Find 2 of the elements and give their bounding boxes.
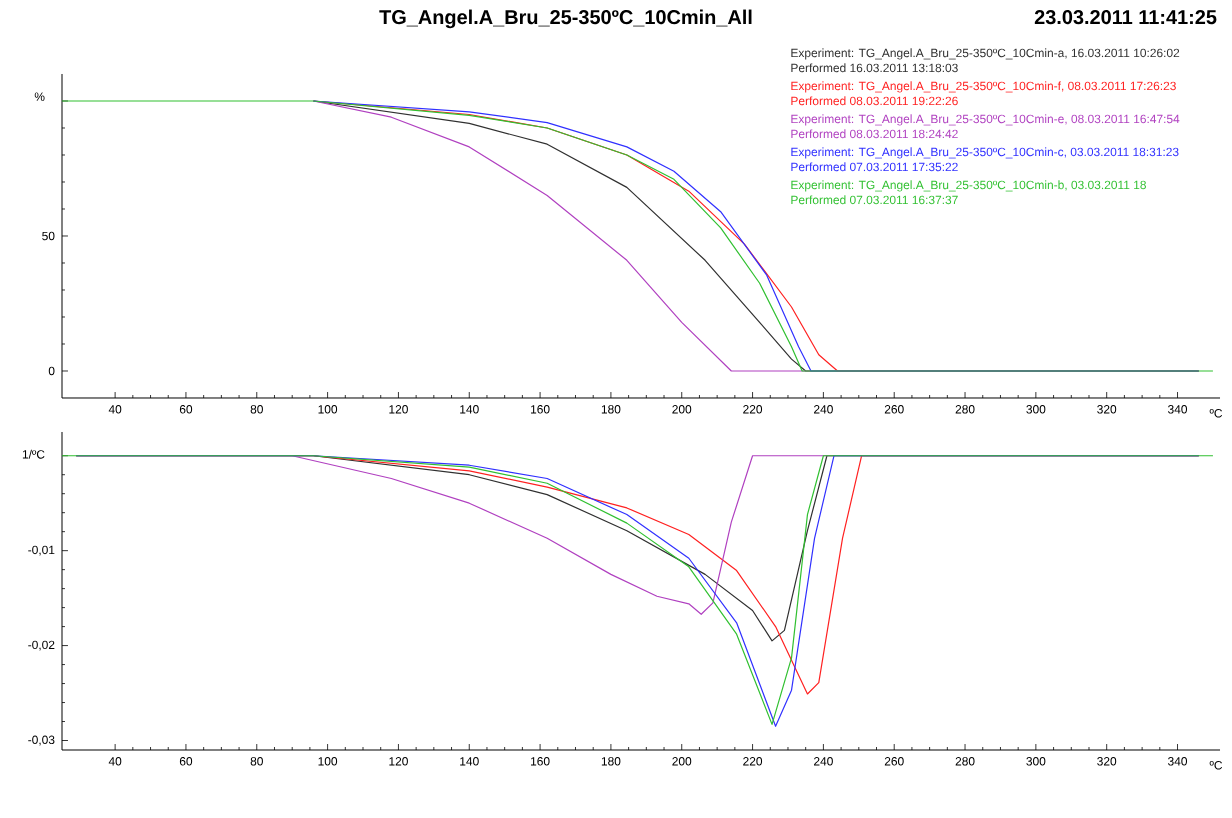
chart-subtitle: 23.03.2011 11:41:25 bbox=[1034, 10, 1217, 25]
chart-title: TG_Angel.A_Bru_25-350ºC_10Cmin_All bbox=[379, 9, 752, 29]
